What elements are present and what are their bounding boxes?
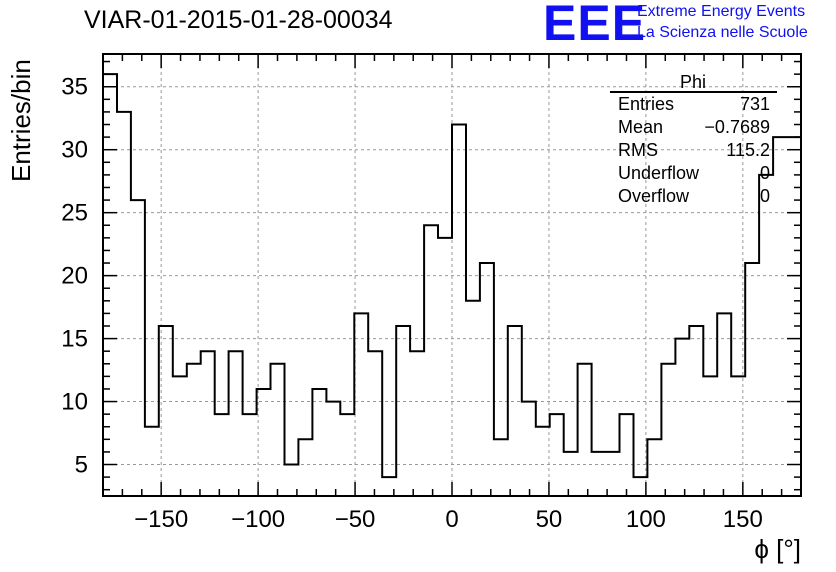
x-tick-label: 50 — [536, 506, 563, 533]
stats-row-value: 731 — [740, 94, 770, 114]
page-title: VIAR-01-2015-01-28-00034 — [84, 6, 393, 34]
stats-row-label: Entries — [618, 94, 674, 114]
stats-row-label: Overflow — [618, 186, 690, 206]
x-axis-title: ϕ [°] — [754, 534, 801, 564]
logo-subtitle-line2: La Scienza nelle Scuole — [637, 24, 808, 41]
stats-row-label: Underflow — [618, 163, 700, 183]
x-tick-label: −150 — [134, 506, 188, 533]
x-tick-label: 150 — [723, 506, 763, 533]
y-tick-label: 5 — [75, 452, 88, 479]
eee-logo: EEE — [543, 0, 647, 51]
stats-name: Phi — [680, 72, 706, 92]
histogram-step-line — [103, 73, 801, 479]
stats-row-label: Mean — [618, 117, 663, 137]
x-tick-label: 0 — [445, 506, 458, 533]
y-tick-label: 15 — [61, 326, 88, 353]
axis-ticks — [102, 54, 802, 496]
stats-row-value: −0.7689 — [704, 117, 770, 137]
tick-labels: −150 −100 −50 0 50 100 150 5 10 15 20 25 30 35 — [61, 74, 763, 533]
y-tick-label: 25 — [61, 200, 88, 227]
grid-lines — [103, 54, 801, 496]
stats-row-value: 0 — [760, 186, 770, 206]
stats-row-label: RMS — [618, 140, 658, 160]
y-tick-label: 35 — [61, 74, 88, 101]
stats-row-value: 0 — [760, 163, 770, 183]
y-tick-label: 30 — [61, 137, 88, 164]
x-tick-label: −100 — [231, 506, 285, 533]
y-tick-label: 10 — [61, 389, 88, 416]
logo-subtitle-line1: Extreme Energy Events — [637, 3, 806, 20]
y-tick-label: 20 — [61, 263, 88, 290]
stats-box: Phi Entries 731 Mean −0.7689 RMS 115.2 Underfl… — [610, 72, 777, 206]
y-axis-title: Entries/bin — [6, 59, 36, 182]
x-tick-label: 100 — [626, 506, 666, 533]
x-tick-label: −50 — [335, 506, 376, 533]
stats-row-value: 115.2 — [726, 140, 770, 160]
